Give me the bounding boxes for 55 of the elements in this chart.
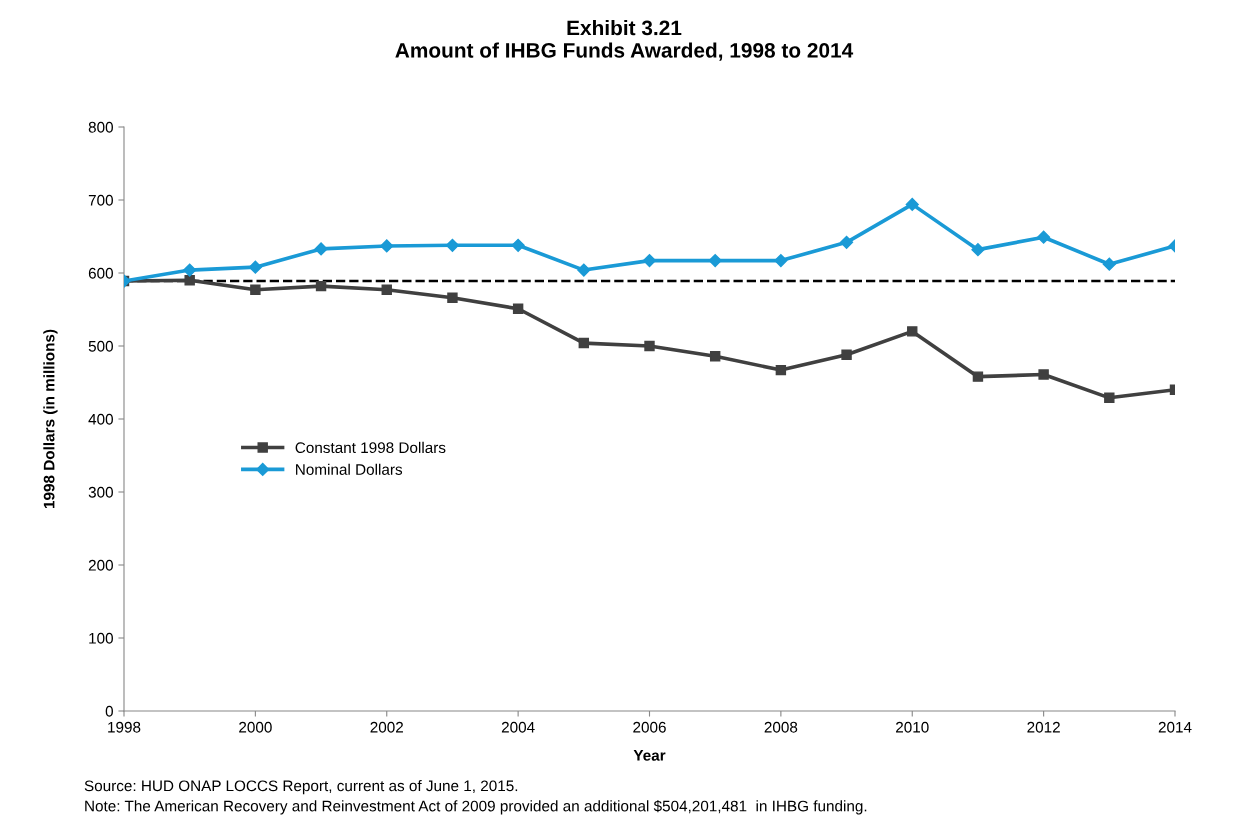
x-tick-label: 2002 [370,721,403,733]
x-tick-label: 2000 [239,721,272,733]
point [972,371,984,382]
point [1037,230,1051,244]
x-tick-label: 2004 [501,721,535,733]
y-tick-label: 100 [89,632,113,644]
point [642,254,657,268]
point [248,260,262,274]
y-tick-label: 600 [88,267,113,279]
y-tick-label: 300 [88,486,113,498]
point [380,239,394,253]
point [578,337,590,349]
y-tick-label: 400 [88,413,113,425]
point [905,197,919,211]
point [315,280,327,292]
text: Note: The American Recovery and Reinvestment Act of 2009 provided an additional $504,201,481 in IHBG funding. [85,800,867,815]
point [381,284,392,295]
point [841,349,852,360]
legend-label: Nominal Dollars [296,463,403,475]
point [1102,257,1116,271]
point [971,243,985,257]
y-axis-title: 1998 Dollars (in millions) [43,329,58,509]
point [709,351,721,362]
point [314,242,328,256]
point [774,254,788,268]
legend-label: Constant 1998 Dollars [295,441,446,454]
x-tick-label: 2008 [764,721,798,733]
y-tick-label: 700 [88,194,113,206]
point [250,284,261,295]
point [907,326,918,337]
x-axis-title: Year [633,750,666,761]
chart-title: Exhibit 3.21 Amount of IHBG Funds Awarded, 1998 to 2014 [395,20,854,61]
point [775,364,787,376]
point [183,263,197,277]
point [1038,369,1049,380]
x-tick-label: 1998 [108,721,141,733]
point [577,263,591,277]
point [445,238,460,252]
x-tick-label: 2010 [896,721,929,733]
point [184,275,195,286]
point [708,254,722,268]
point [512,303,524,314]
y-tick-label: 500 [88,340,113,352]
point [511,238,525,252]
source-note: Source: HUD ONAP LOCCS Report, current as of June 1, 2015. [84,780,518,795]
point [644,340,655,352]
point [1104,392,1115,404]
y-tick-label: 0 [105,705,113,717]
point [447,292,458,304]
x-tick-label: 2012 [1027,721,1060,733]
x-tick-label: 2006 [633,721,666,733]
y-tick-label: 200 [88,559,113,571]
x-tick-label: 2014 [1158,721,1192,733]
y-tick-label: 800 [88,121,113,133]
point [839,235,854,249]
